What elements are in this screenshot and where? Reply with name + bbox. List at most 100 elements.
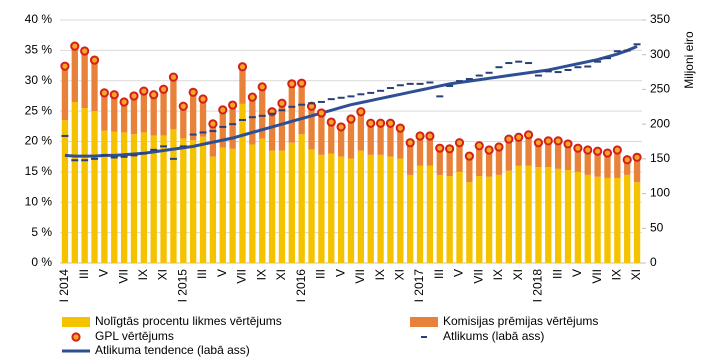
dot-marker bbox=[563, 139, 573, 149]
x-tick-label: III bbox=[77, 269, 91, 279]
dot-marker bbox=[89, 55, 100, 65]
dot-marker bbox=[573, 143, 583, 153]
x-tick-label: I 2018 bbox=[531, 269, 545, 303]
x-tick-label: VII bbox=[116, 269, 130, 284]
legend-swatch bbox=[410, 317, 438, 327]
y-tick-label: 35 % bbox=[25, 43, 53, 57]
x-tick-label: IX bbox=[491, 269, 505, 280]
dot-marker bbox=[287, 79, 297, 89]
dot-marker bbox=[129, 91, 139, 101]
bar bbox=[367, 154, 374, 263]
bar bbox=[209, 156, 217, 263]
bar bbox=[584, 174, 591, 263]
bar bbox=[160, 89, 167, 136]
bar bbox=[347, 158, 355, 263]
dot-marker bbox=[168, 72, 179, 82]
y-tick-label: 0 % bbox=[31, 255, 52, 269]
x-tick-label: IX bbox=[136, 269, 150, 280]
dot-marker bbox=[632, 152, 642, 162]
dot-marker bbox=[356, 107, 366, 117]
dot-marker bbox=[405, 138, 415, 148]
bar bbox=[347, 119, 355, 159]
x-tick-label: V bbox=[570, 269, 584, 277]
dot-marker bbox=[198, 94, 208, 104]
dot-marker bbox=[523, 130, 534, 140]
x-tick-label: III bbox=[195, 269, 209, 279]
bar bbox=[140, 132, 148, 263]
bar bbox=[239, 66, 246, 104]
dot-marker bbox=[228, 100, 238, 110]
bar bbox=[554, 168, 562, 263]
bar bbox=[71, 102, 78, 263]
y-tick-label: 25 % bbox=[25, 103, 53, 117]
dot-marker bbox=[188, 87, 198, 97]
bar bbox=[426, 136, 434, 166]
bar bbox=[564, 143, 572, 171]
bar bbox=[525, 134, 532, 166]
bar bbox=[446, 148, 453, 177]
dot-marker bbox=[237, 62, 248, 72]
bar bbox=[387, 123, 394, 157]
bar bbox=[219, 109, 226, 148]
x-tick-label: III bbox=[550, 269, 564, 279]
bar bbox=[397, 128, 404, 159]
bar bbox=[111, 94, 118, 132]
bar bbox=[180, 106, 187, 139]
bar bbox=[298, 134, 305, 263]
x-tick-label: I 2016 bbox=[294, 269, 308, 303]
dot-marker bbox=[593, 146, 603, 156]
dot-marker bbox=[218, 105, 228, 115]
bar bbox=[594, 176, 601, 263]
bar bbox=[160, 135, 167, 263]
bar bbox=[564, 170, 572, 263]
y2-tick-label: 350 bbox=[650, 12, 670, 26]
y-tick-label: 10 % bbox=[25, 194, 53, 208]
bar bbox=[268, 150, 276, 263]
bar bbox=[545, 167, 552, 263]
dot-marker bbox=[494, 142, 504, 152]
bar bbox=[485, 150, 493, 177]
trend-line bbox=[64, 45, 638, 158]
bar bbox=[130, 95, 138, 135]
legend-swatch bbox=[71, 332, 81, 342]
y2-tick-label: 200 bbox=[650, 116, 670, 130]
bar bbox=[268, 111, 276, 151]
bar bbox=[633, 182, 641, 263]
dot-marker bbox=[139, 86, 149, 96]
dot-marker bbox=[385, 118, 396, 128]
bar bbox=[407, 174, 414, 263]
x-tick-label: V bbox=[452, 269, 466, 277]
dot-marker bbox=[514, 132, 524, 142]
y-tick-label: 15 % bbox=[25, 164, 53, 178]
x-tick-label: IX bbox=[254, 269, 268, 280]
bar bbox=[91, 111, 98, 263]
bar bbox=[170, 77, 177, 130]
x-tick-label: I 2017 bbox=[412, 269, 426, 303]
bar bbox=[249, 97, 256, 145]
bar bbox=[574, 171, 582, 263]
x-tick-label: VII bbox=[590, 269, 604, 284]
x-tick-label: XI bbox=[156, 269, 170, 280]
bar bbox=[535, 142, 542, 168]
bar bbox=[111, 131, 118, 263]
y2-tick-label: 50 bbox=[650, 220, 664, 234]
bar bbox=[219, 147, 226, 263]
bar bbox=[81, 50, 88, 109]
dot-marker bbox=[612, 145, 622, 155]
bar bbox=[308, 149, 315, 263]
bar bbox=[485, 176, 493, 263]
dot-marker bbox=[297, 78, 307, 88]
bar bbox=[515, 137, 522, 166]
x-tick-label: V bbox=[215, 269, 229, 277]
bar bbox=[525, 165, 532, 263]
y-tick-label: 40 % bbox=[25, 12, 53, 26]
y2-tick-label: 100 bbox=[650, 186, 670, 200]
bar bbox=[229, 148, 236, 263]
y2-tick-label: 0 bbox=[650, 255, 657, 269]
bar bbox=[367, 123, 374, 155]
x-tick-label: VII bbox=[353, 269, 367, 284]
dot-marker bbox=[602, 148, 613, 158]
bar bbox=[604, 153, 611, 178]
bar bbox=[328, 153, 335, 263]
